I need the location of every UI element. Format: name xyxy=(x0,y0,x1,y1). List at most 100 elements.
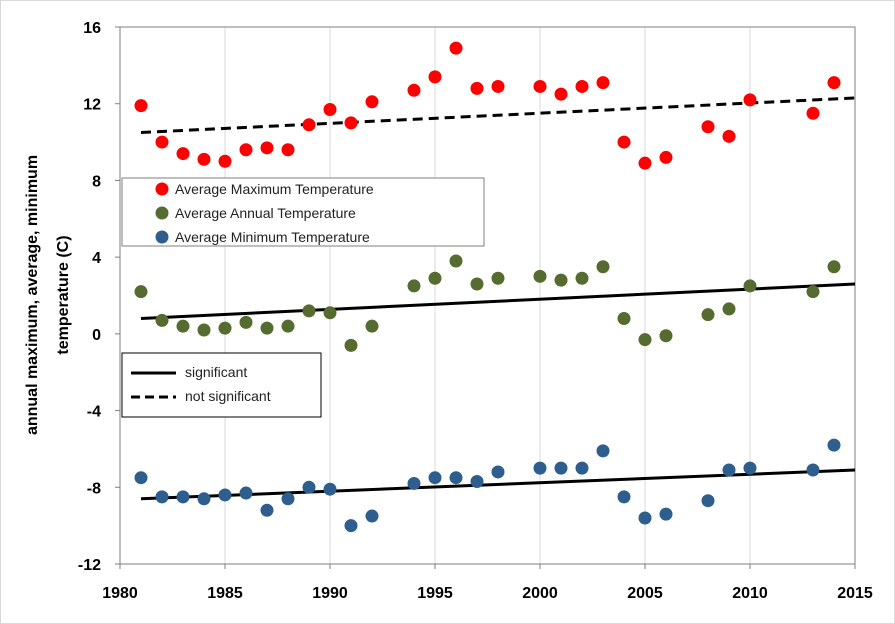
min-temp-point xyxy=(638,511,652,525)
legend-label-not-significant: not significant xyxy=(185,388,271,404)
x-tick-label: 2010 xyxy=(732,585,768,602)
avg-temp-point xyxy=(596,260,610,274)
max-temp-point xyxy=(176,147,190,161)
min-temp-point xyxy=(743,461,757,475)
max-temp-point xyxy=(617,135,631,149)
y-tick-label: -12 xyxy=(78,557,101,574)
avg-temp-point xyxy=(176,319,190,333)
series-legend-box xyxy=(121,177,485,247)
min-temp-point xyxy=(554,461,568,475)
min-temp-point xyxy=(365,509,379,523)
avg-temp-point xyxy=(197,323,211,337)
min-temp-point xyxy=(134,471,148,485)
series-legend: Average Maximum Temperature Average Annu… xyxy=(121,177,485,247)
avg-temp-point xyxy=(575,271,589,285)
max-temp-point xyxy=(701,120,715,134)
min-temp-point xyxy=(218,488,232,502)
min-temp-point xyxy=(449,471,463,485)
min-temp-point xyxy=(302,480,316,494)
avg-temp-point xyxy=(659,329,673,343)
avg-temp-point xyxy=(449,254,463,268)
avg-temp-point xyxy=(239,315,253,329)
max-temp-point xyxy=(155,135,169,149)
avg-temp-point xyxy=(407,279,421,293)
avg-temp-point xyxy=(470,277,484,291)
max-temp-point xyxy=(806,106,820,120)
max-temp-point xyxy=(365,95,379,109)
avg-temp-point xyxy=(302,304,316,318)
min-temp-point xyxy=(155,490,169,504)
min-temp-point xyxy=(428,471,442,485)
avg-temp-point xyxy=(701,308,715,322)
y-tick-label: -8 xyxy=(87,480,101,497)
avg-temp-point xyxy=(743,279,757,293)
x-tick-label: 1995 xyxy=(417,585,453,602)
axis-ticks: 1980 1985 1990 1995 2000 2005 2010 2015 -12 -8 -4 0… xyxy=(78,20,873,602)
avg-trend-line xyxy=(140,282,856,321)
min-temp-point xyxy=(470,475,484,489)
min-temp-point xyxy=(575,461,589,475)
avg-temp-point xyxy=(827,260,841,274)
max-temp-point xyxy=(302,118,316,132)
max-temp-point xyxy=(827,76,841,90)
legend-marker-min xyxy=(155,230,169,244)
max-temp-point xyxy=(596,76,610,90)
y-tick-label: 0 xyxy=(92,327,101,344)
min-temp-point xyxy=(239,486,253,500)
max-temp-point xyxy=(491,79,505,93)
max-trend-line xyxy=(140,96,856,134)
min-temp-point xyxy=(827,438,841,452)
max-temp-point xyxy=(575,79,589,93)
avg-temp-point xyxy=(155,313,169,327)
x-tick-label: 1980 xyxy=(102,585,138,602)
max-temp-point xyxy=(722,129,736,143)
min-temp-point xyxy=(491,465,505,479)
min-temp-point xyxy=(176,490,190,504)
max-temp-point xyxy=(239,143,253,157)
y-tick-label: 4 xyxy=(92,250,101,267)
line-style-legend: significant not significant xyxy=(121,352,322,418)
min-temp-point xyxy=(260,503,274,517)
max-temp-point xyxy=(428,70,442,84)
max-temp-point xyxy=(554,87,568,101)
min-temp-point xyxy=(722,463,736,477)
legend-marker-max xyxy=(155,182,169,196)
max-temp-point xyxy=(533,79,547,93)
legend-label-max: Average Maximum Temperature xyxy=(175,181,374,197)
min-temp-point xyxy=(407,476,421,490)
y-axis-title-line1: annual maximum, average, minimum xyxy=(24,155,41,435)
max-temp-point xyxy=(323,102,337,116)
min-temp-point xyxy=(659,507,673,521)
avg-temp-point xyxy=(260,321,274,335)
min-temp-point xyxy=(197,492,211,506)
min-temp-point xyxy=(323,482,337,496)
legend-label-significant: significant xyxy=(185,364,247,380)
min-temp-point xyxy=(701,494,715,508)
line-legend-box xyxy=(121,352,322,418)
x-tick-label: 2000 xyxy=(522,585,558,602)
max-temp-point xyxy=(281,143,295,157)
avg-temp-point xyxy=(638,333,652,347)
max-temp-point xyxy=(260,141,274,155)
max-temp-point xyxy=(134,99,148,113)
plot-area-border xyxy=(119,26,856,565)
min-temp-point xyxy=(806,463,820,477)
legend-marker-avg xyxy=(155,206,169,220)
max-temp-point xyxy=(659,150,673,164)
legend-label-avg: Average Annual Temperature xyxy=(175,205,356,221)
avg-temp-point xyxy=(134,285,148,299)
avg-temp-point xyxy=(428,271,442,285)
max-temp-point xyxy=(197,152,211,166)
y-tick-label: 16 xyxy=(83,20,101,37)
avg-temp-point xyxy=(617,312,631,326)
y-tick-label: -4 xyxy=(87,404,101,421)
avg-temp-point xyxy=(533,269,547,283)
y-axis-title-line2: temperature (C) xyxy=(55,235,72,354)
x-tick-label: 2005 xyxy=(627,585,663,602)
min-temp-point xyxy=(533,461,547,475)
max-temp-point xyxy=(638,156,652,170)
max-temp-point xyxy=(470,81,484,95)
min-trend-line xyxy=(140,468,856,501)
min-temp-point xyxy=(596,444,610,458)
